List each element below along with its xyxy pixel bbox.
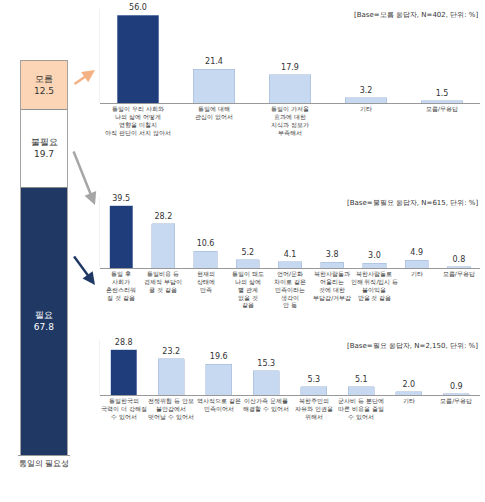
svg-text:역사적으로 같은민족이어서: 역사적으로 같은민족이어서 — [197, 397, 241, 412]
svg-text:현재의상태에만족: 현재의상태에만족 — [197, 270, 215, 293]
svg-text:모름/무응답: 모름/무응답 — [426, 105, 458, 112]
svg-text:전쟁위협 등 안보불안감에서벗어날 수 있어서: 전쟁위협 등 안보불안감에서벗어날 수 있어서 — [148, 397, 194, 420]
svg-text:불필요19.7: 불필요19.7 — [31, 137, 58, 159]
svg-text:21.4: 21.4 — [205, 57, 223, 66]
svg-text:통일에 대해관심이 없어서: 통일에 대해관심이 없어서 — [195, 105, 233, 120]
svg-text:통일이 가져올효과에 대한지식과 정보가부족해서: 통일이 가져올효과에 대한지식과 정보가부족해서 — [271, 105, 309, 135]
svg-text:56.0: 56.0 — [129, 3, 147, 12]
svg-text:북한주민의자유와 인권을위해서: 북한주민의자유와 인권을위해서 — [295, 397, 333, 420]
svg-text:1.5: 1.5 — [436, 89, 449, 98]
svg-text:통일이 우리 사회와나의 삶에 어떻게영향을 미칠지아직 판: 통일이 우리 사회와나의 삶에 어떻게영향을 미칠지아직 판단이 서지 않아서 — [105, 105, 171, 135]
svg-text:군사비 등 분단에따른 비용을 줄일수 있어서: 군사비 등 분단에따른 비용을 줄일수 있어서 — [338, 397, 384, 420]
svg-text:5.3: 5.3 — [307, 375, 320, 384]
svg-text:북한사람들로인해 취직/입시 등불이익을받을 것 같음: 북한사람들로인해 취직/입시 등불이익을받을 것 같음 — [351, 270, 399, 300]
svg-text:17.9: 17.9 — [281, 63, 299, 72]
svg-text:모름/무응답: 모름/무응답 — [440, 397, 472, 404]
svg-text:[Base=불필요 응답자, N=615, 단위: %]: [Base=불필요 응답자, N=615, 단위: %] — [347, 199, 478, 207]
svg-text:5.2: 5.2 — [241, 248, 254, 257]
svg-text:[Base=필요 응답자, N=2,150, 단위: %]: [Base=필요 응답자, N=2,150, 단위: %] — [347, 342, 478, 350]
svg-text:28.8: 28.8 — [115, 338, 133, 347]
svg-text:기타: 기타 — [360, 105, 372, 112]
svg-text:4.1: 4.1 — [284, 250, 297, 259]
svg-text:2.0: 2.0 — [402, 380, 415, 389]
svg-text:28.2: 28.2 — [154, 212, 172, 221]
svg-text:기타: 기타 — [403, 397, 415, 404]
svg-text:3.2: 3.2 — [360, 86, 373, 95]
svg-text:5.1: 5.1 — [355, 375, 368, 384]
svg-text:이산가족 문제를해결할 수 있어서: 이산가족 문제를해결할 수 있어서 — [243, 397, 289, 412]
svg-text:기타: 기타 — [411, 270, 423, 277]
svg-text:모름12.5: 모름12.5 — [34, 74, 54, 96]
svg-text:필요67.8: 필요67.8 — [34, 310, 54, 332]
svg-text:23.2: 23.2 — [162, 347, 180, 356]
svg-text:통일의 필요성: 통일의 필요성 — [19, 459, 70, 468]
svg-text:통일비용 등경제적 부담이클 것 같음: 통일비용 등경제적 부담이클 것 같음 — [144, 270, 182, 293]
svg-text:언어/문화차이로 같은민족이라는생각이안 듦: 언어/문화차이로 같은민족이라는생각이안 듦 — [274, 270, 306, 308]
svg-text:0.8: 0.8 — [453, 255, 466, 264]
svg-text:모름/무응답: 모름/무응답 — [443, 270, 475, 277]
svg-text:통일 후사회가혼란스러워질 것 같음: 통일 후사회가혼란스러워질 것 같음 — [106, 270, 136, 300]
svg-text:15.3: 15.3 — [257, 359, 275, 368]
svg-text:3.0: 3.0 — [368, 251, 381, 260]
svg-text:통일이 돼도나의 삶에별 관계없을 것같음: 통일이 돼도나의 삶에별 관계없을 것같음 — [232, 270, 264, 308]
svg-text:통일한국의국력이 더 강해질수 있어서: 통일한국의국력이 더 강해질수 있어서 — [101, 397, 147, 420]
svg-text:0.9: 0.9 — [450, 382, 463, 391]
svg-text:3.8: 3.8 — [326, 250, 339, 259]
svg-text:[Base=모름 응답자, N=402, 단위: %]: [Base=모름 응답자, N=402, 단위: %] — [354, 11, 478, 19]
svg-text:4.9: 4.9 — [410, 248, 423, 257]
svg-text:39.5: 39.5 — [112, 194, 130, 203]
svg-text:10.6: 10.6 — [197, 239, 215, 248]
svg-text:19.6: 19.6 — [210, 352, 228, 361]
svg-text:북한사람들과어울리는것에 대한부담감/거부감: 북한사람들과어울리는것에 대한부담감/거부감 — [313, 270, 351, 300]
